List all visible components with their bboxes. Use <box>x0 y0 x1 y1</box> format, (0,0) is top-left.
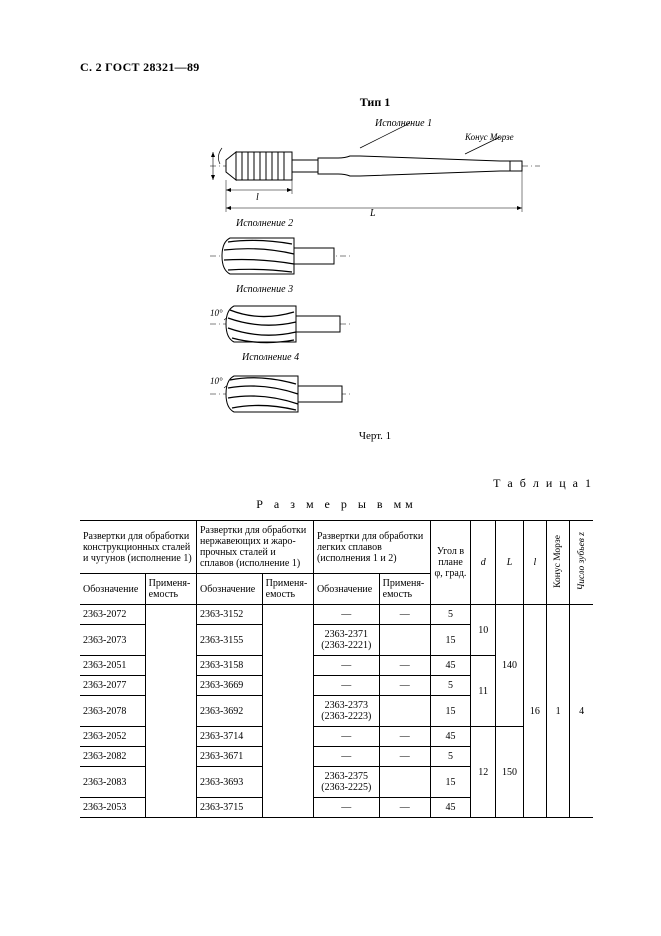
hdr-d2: Обозначение <box>196 574 262 605</box>
hdr-g1: Развертки для обработки конструкционных … <box>80 521 196 574</box>
dim-l: l <box>256 192 259 203</box>
hdr-angle: Угол в плане φ, град. <box>430 521 470 605</box>
hdr-d1: Обозначение <box>80 574 145 605</box>
hdr-teeth: Число зубьев z <box>570 521 593 605</box>
hdr-a2: Применя-емость <box>262 574 313 605</box>
variant2-label: Исполнение 2 <box>235 218 293 229</box>
hdr-l: l <box>523 521 546 605</box>
figure-block: Тип 1 Исполнение 1 Конус Морзе <box>210 95 540 442</box>
angle3: 10° <box>210 308 223 318</box>
table-label: Т а б л и ц а 1 <box>80 476 593 491</box>
table-row: 2363-2072 2363-3152 —— 5 10 140 16 1 4 <box>80 605 593 625</box>
figure-variant-2: Исполнение 2 <box>210 216 410 282</box>
figure-type-label: Тип 1 <box>210 95 540 110</box>
shank-label: Конус Морзе <box>464 132 514 142</box>
page-header: С. 2 ГОСТ 28321—89 <box>80 60 593 75</box>
hdr-d3: Обозначение <box>313 574 379 605</box>
figure-variant-4: Исполнение 4 10° <box>210 350 410 420</box>
hdr-morse: Конус Морзе <box>546 521 569 605</box>
hdr-a3: Применя-емость <box>379 574 430 605</box>
variant4-label: Исполнение 4 <box>241 352 299 363</box>
variant1-label: Исполнение 1 <box>374 118 432 129</box>
table-sublabel: Р а з м е р ы в мм <box>80 497 593 512</box>
figure-caption: Черт. 1 <box>210 430 540 442</box>
dim-L: L <box>369 208 376 216</box>
hdr-g2: Развертки для обработки нержавеющих и жа… <box>196 521 313 574</box>
variant3-label: Исполнение 3 <box>235 284 293 295</box>
data-table: Развертки для обработки конструкционных … <box>80 520 593 818</box>
figure-variant-3: Исполнение 3 10° <box>210 282 410 350</box>
hdr-g3: Развертки для обработки легких сплавов (… <box>313 521 430 574</box>
angle4: 10° <box>210 376 223 386</box>
hdr-a1: Применя-емость <box>145 574 196 605</box>
hdr-L: L <box>496 521 523 605</box>
figure-variant-1: Исполнение 1 Конус Морзе <box>210 116 540 216</box>
hdr-d: d <box>471 521 496 605</box>
